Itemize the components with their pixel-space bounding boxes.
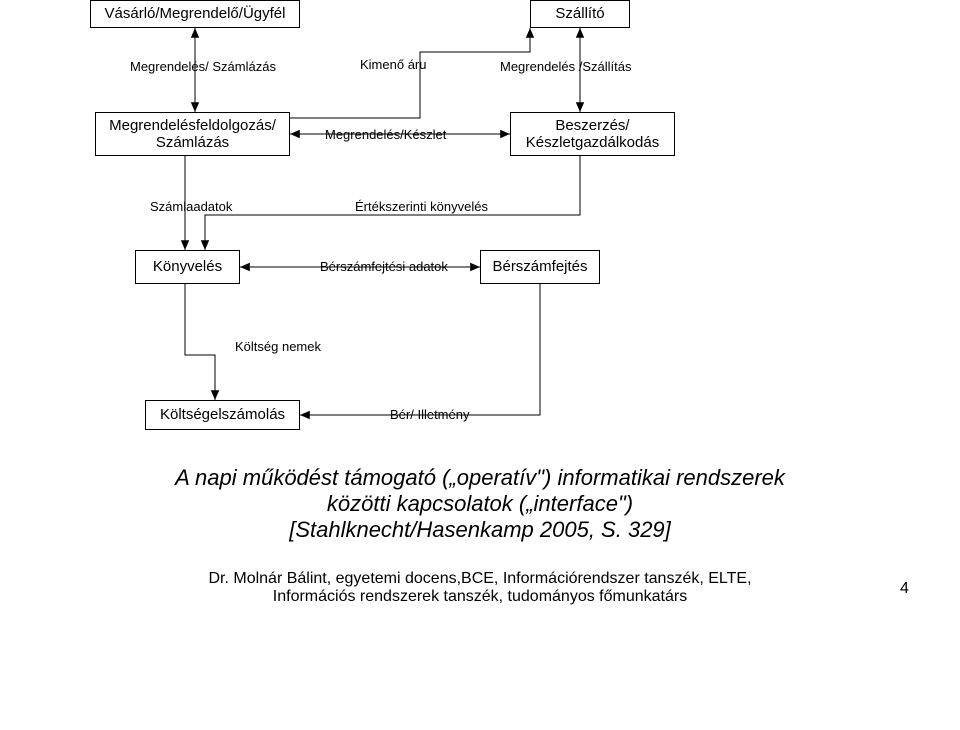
box-costcalc: Költségelszámolás (145, 400, 300, 430)
page-number: 4 (900, 580, 909, 598)
label-outgoing-goods: Kimenő áru (360, 58, 426, 73)
label-wage: Bér/ Illetmény (390, 408, 469, 423)
footer: Dr. Molnár Bálint, egyetemi docens,BCE, … (80, 570, 880, 606)
label-payroll-data: Bérszámfejtési adatok (320, 260, 448, 275)
box-customer: Vásárló/Megrendelő/Ügyfél (90, 0, 300, 28)
label-order-billing: Megrendelés/ Számlázás (130, 60, 276, 75)
label-order-stock: Megrendelés/Készlet (325, 128, 446, 143)
label-invoice-data: Számlaadatok (150, 200, 232, 215)
footer-line2: Információs rendszerek tanszék, tudomány… (273, 588, 687, 605)
label-order-delivery: Megrendelés /Szállítás (500, 60, 632, 75)
caption-line2: közötti kapcsolatok („interface") (327, 491, 633, 516)
label-cost-types: Költség nemek (235, 340, 321, 355)
box-orderproc: Megrendelésfeldolgozás/ Számlázás (95, 112, 290, 156)
box-payroll: Bérszámfejtés (480, 250, 600, 284)
caption-line1: A napi működést támogató („operatív") in… (175, 465, 785, 490)
connectors-layer (0, 0, 960, 730)
footer-line1: Dr. Molnár Bálint, egyetemi docens,BCE, … (208, 570, 751, 587)
caption: A napi működést támogató („operatív") in… (80, 465, 880, 543)
box-accounting: Könyvelés (135, 250, 240, 284)
box-supplier: Szállító (530, 0, 630, 28)
label-value-booking: Értékszerinti könyvelés (355, 200, 488, 215)
box-procure: Beszerzés/ Készletgazdálkodás (510, 112, 675, 156)
caption-line3: [Stahlknecht/Hasenkamp 2005, S. 329] (289, 517, 671, 542)
